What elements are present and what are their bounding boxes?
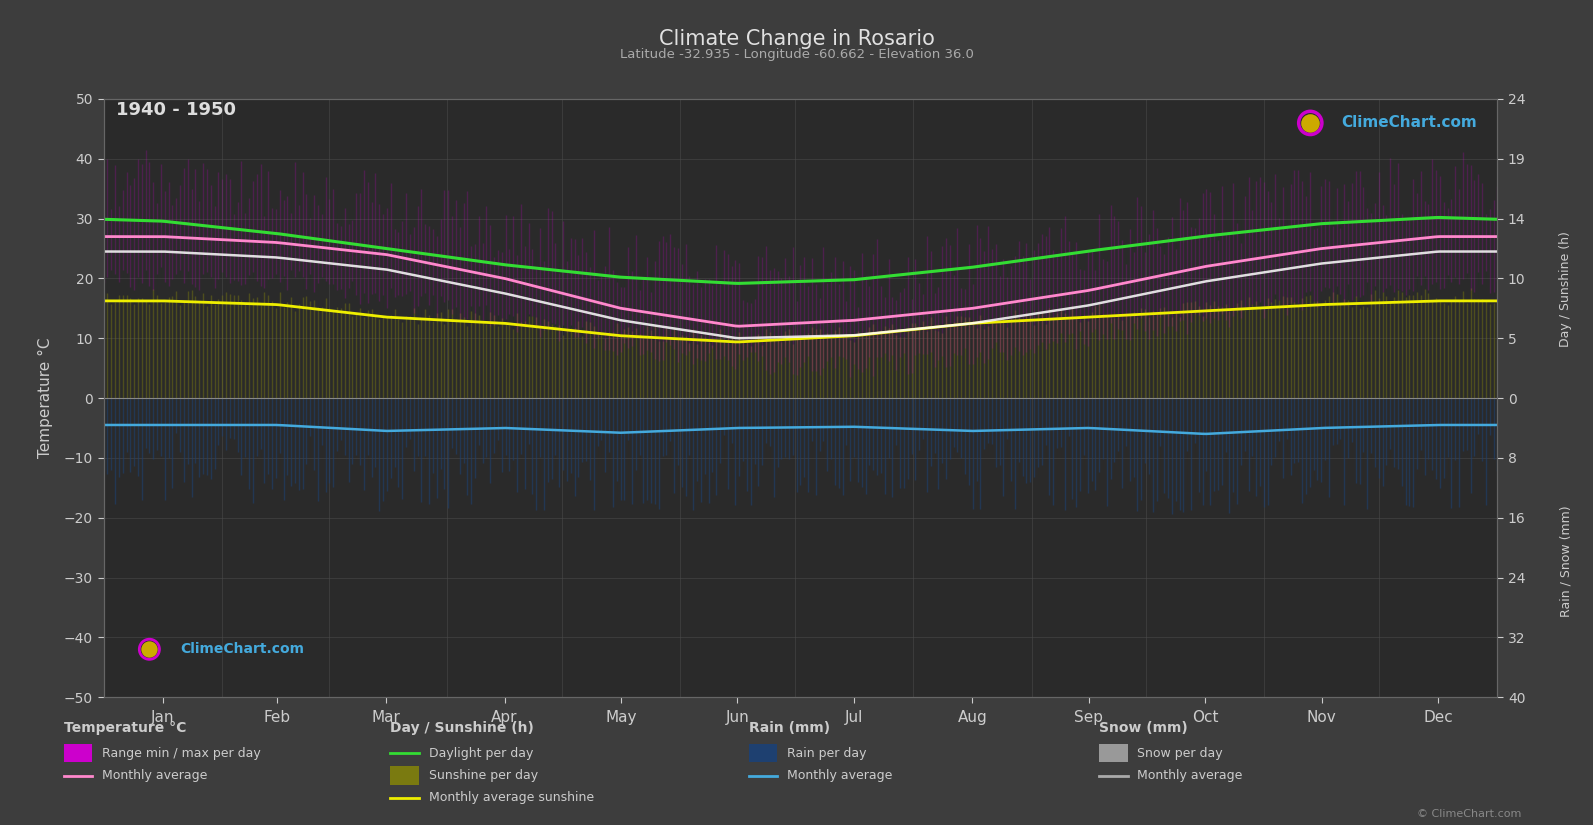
Text: Rain per day: Rain per day <box>787 747 867 760</box>
Text: ClimeChart.com: ClimeChart.com <box>180 643 304 656</box>
Text: 1940 - 1950: 1940 - 1950 <box>116 101 236 119</box>
Text: Rain / Snow (mm): Rain / Snow (mm) <box>1560 505 1572 617</box>
Text: Monthly average: Monthly average <box>102 769 207 782</box>
Point <box>137 643 162 656</box>
Text: ClimeChart.com: ClimeChart.com <box>1341 116 1477 130</box>
Text: Range min / max per day: Range min / max per day <box>102 747 261 760</box>
Text: Monthly average sunshine: Monthly average sunshine <box>429 791 594 804</box>
Point <box>1298 116 1324 130</box>
Text: Snow (mm): Snow (mm) <box>1099 721 1188 734</box>
Text: Rain (mm): Rain (mm) <box>749 721 830 734</box>
Text: Monthly average: Monthly average <box>787 769 892 782</box>
Text: Temperature °C: Temperature °C <box>64 721 186 734</box>
Point <box>1298 116 1324 130</box>
Text: Monthly average: Monthly average <box>1137 769 1243 782</box>
Text: Daylight per day: Daylight per day <box>429 747 534 760</box>
Text: Latitude -32.935 - Longitude -60.662 - Elevation 36.0: Latitude -32.935 - Longitude -60.662 - E… <box>620 48 973 61</box>
Y-axis label: Temperature °C: Temperature °C <box>38 337 53 459</box>
Text: Snow per day: Snow per day <box>1137 747 1223 760</box>
Text: © ClimeChart.com: © ClimeChart.com <box>1416 809 1521 819</box>
Text: Day / Sunshine (h): Day / Sunshine (h) <box>1560 231 1572 346</box>
Text: Sunshine per day: Sunshine per day <box>429 769 538 782</box>
Text: Day / Sunshine (h): Day / Sunshine (h) <box>390 721 534 734</box>
Text: Climate Change in Rosario: Climate Change in Rosario <box>658 29 935 49</box>
Point <box>137 643 162 656</box>
